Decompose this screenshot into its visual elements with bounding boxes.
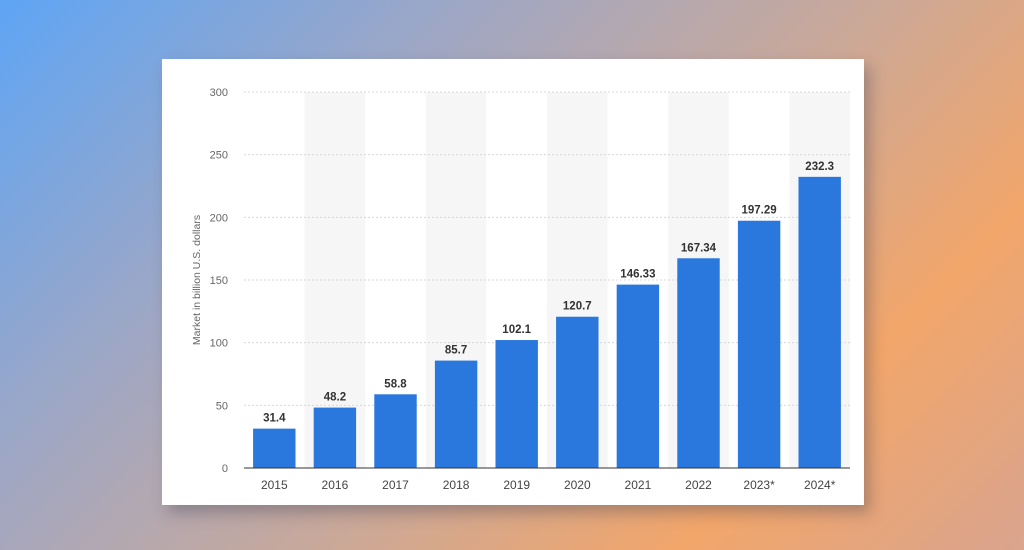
x-tick-label: 2020	[564, 478, 591, 492]
chart-card: 0 50 100 150 200 250 300 31.4 48.2 58.8 85.7 102.1…	[162, 59, 864, 505]
y-tick-label: 250	[210, 150, 228, 162]
y-tick-label: 50	[216, 400, 228, 412]
bar	[556, 316, 599, 468]
column-band	[304, 92, 366, 468]
y-axis-ticks: 0 50 100 150 200 250 300	[210, 87, 228, 475]
data-label: 197.29	[742, 205, 777, 217]
x-tick-label: 2023*	[743, 478, 775, 492]
bar	[374, 394, 417, 468]
bar	[253, 428, 296, 468]
x-tick-label: 2016	[322, 478, 349, 492]
y-tick-label: 100	[210, 338, 228, 350]
x-tick-label: 2018	[443, 478, 470, 492]
data-label: 85.7	[445, 345, 467, 357]
data-label: 48.2	[324, 392, 346, 404]
bar	[495, 340, 538, 468]
x-tick-label: 2019	[503, 478, 530, 492]
x-tick-label: 2017	[382, 478, 409, 492]
bars	[253, 176, 841, 468]
y-tick-label: 150	[210, 275, 228, 287]
bar	[434, 360, 478, 468]
x-tick-label: 2015	[261, 478, 288, 492]
data-label: 146.33	[620, 269, 655, 281]
y-axis-title: Market in billion U.S. dollars	[191, 215, 203, 345]
data-label: 102.1	[502, 324, 531, 336]
x-tick-label: 2022	[685, 478, 712, 492]
data-label: 31.4	[263, 413, 286, 425]
data-labels: 31.4 48.2 58.8 85.7 102.1 120.7 146.33 167.34 19…	[263, 161, 834, 425]
bar	[798, 176, 841, 468]
bar-chart: 0 50 100 150 200 250 300 31.4 48.2 58.8 85.7 102.1…	[191, 87, 850, 492]
data-label: 232.3	[805, 161, 834, 173]
data-label: 58.8	[384, 378, 407, 390]
x-tick-label: 2024*	[804, 478, 836, 492]
bar	[677, 258, 720, 468]
y-tick-label: 200	[210, 212, 228, 224]
x-tick-label: 2021	[625, 478, 652, 492]
bar	[616, 284, 660, 468]
data-label: 167.34	[681, 242, 717, 254]
y-tick-label: 0	[222, 463, 228, 475]
x-axis-ticks: 2015 2016 2017 2018 2019 2020 2021 2022 2023* 202…	[261, 478, 836, 492]
bar	[313, 407, 357, 468]
bar	[737, 220, 781, 468]
data-label: 120.7	[563, 301, 592, 313]
y-tick-label: 300	[210, 87, 228, 99]
